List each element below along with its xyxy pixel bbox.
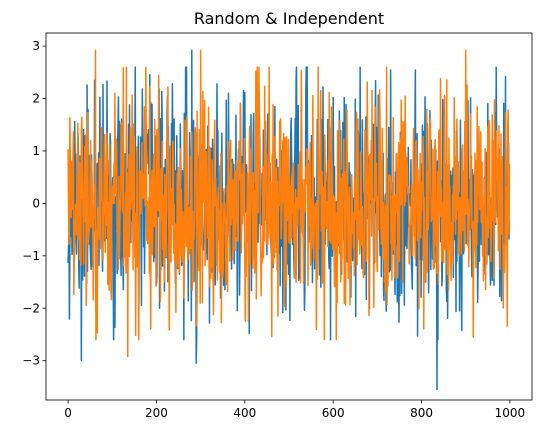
y-tick-label: −1	[22, 249, 40, 263]
y-tick-label: 0	[32, 196, 40, 210]
x-tick-label: 200	[145, 406, 168, 420]
x-tick-label: 0	[64, 406, 72, 420]
x-tick-label: 600	[322, 406, 345, 420]
y-tick-label: 1	[32, 144, 40, 158]
x-axis: 0 200 400 600 800 1000	[64, 400, 525, 420]
y-tick-label: 2	[32, 92, 40, 106]
chart-title: Random & Independent	[194, 9, 384, 28]
y-tick-label: −2	[22, 301, 40, 315]
y-axis: −3 −2 −1 0 1 2 3	[22, 39, 46, 368]
y-tick-label: −3	[22, 354, 40, 368]
series-layer	[68, 50, 509, 389]
x-tick-label: 1000	[495, 406, 526, 420]
x-tick-label: 800	[410, 406, 433, 420]
series-line-2	[68, 50, 509, 356]
y-tick-label: 3	[32, 39, 40, 53]
x-tick-label: 400	[233, 406, 256, 420]
